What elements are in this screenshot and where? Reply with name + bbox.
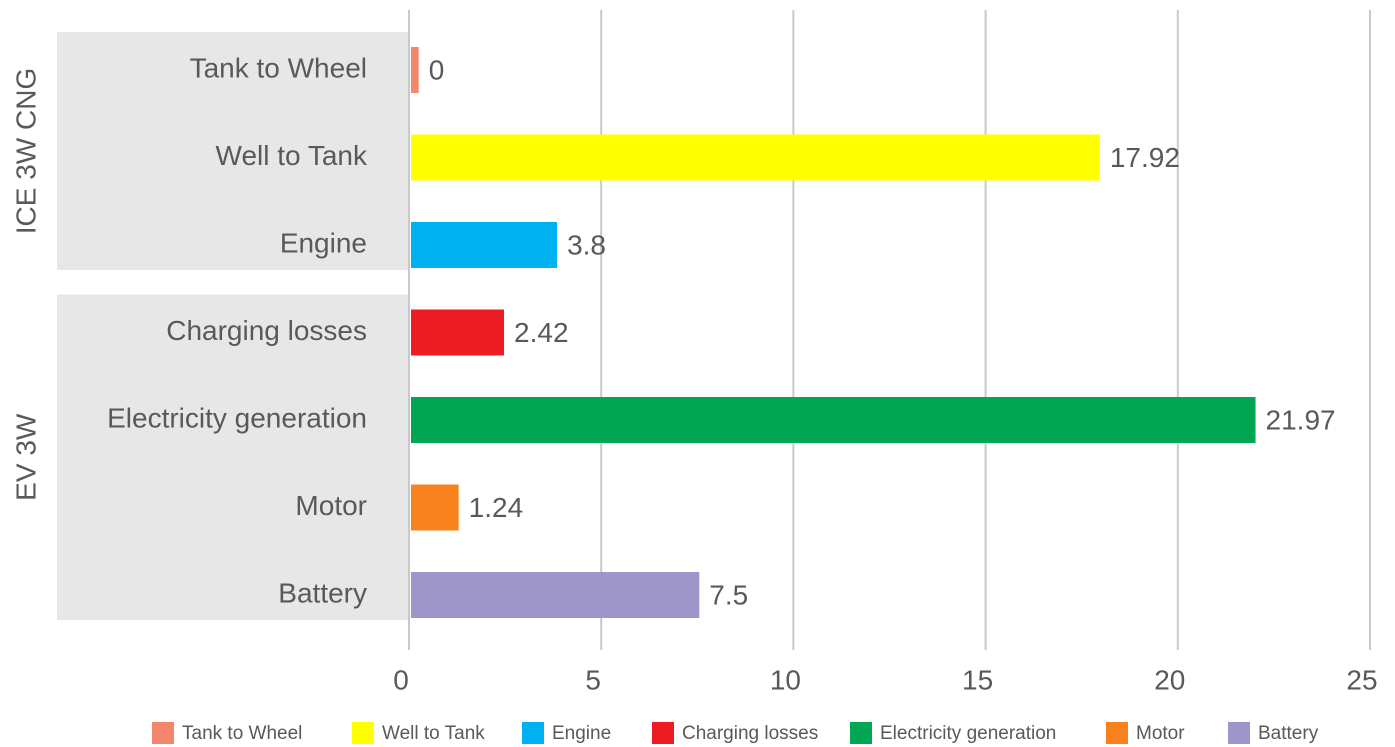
x-tick-label: 0 <box>393 664 409 695</box>
x-tick-label: 10 <box>770 664 801 695</box>
value-label: 1.24 <box>469 492 524 523</box>
legend-swatch <box>522 722 544 744</box>
bar <box>411 222 558 268</box>
bar <box>411 484 459 531</box>
group-label: ICE 3W CNG <box>10 68 41 234</box>
value-label: 7.5 <box>709 579 748 610</box>
legend-label: Electricity generation <box>880 723 1056 744</box>
value-label: 17.92 <box>1110 142 1180 173</box>
legend-swatch <box>152 722 174 744</box>
legend-label: Battery <box>1258 723 1319 744</box>
bar <box>411 397 1256 443</box>
x-tick-label: 20 <box>1154 664 1185 695</box>
category-label: Well to Tank <box>216 140 368 171</box>
bar <box>411 134 1100 181</box>
legend-label: Well to Tank <box>382 723 485 744</box>
group-box <box>57 294 409 620</box>
value-label: 2.42 <box>514 317 569 348</box>
group-box <box>57 32 409 270</box>
legend-swatch <box>1228 722 1250 744</box>
category-label: Battery <box>278 577 367 608</box>
legend-label: Charging losses <box>682 723 818 744</box>
group-label: EV 3W <box>10 413 41 501</box>
value-label: 3.8 <box>567 229 606 260</box>
legend-swatch <box>652 722 674 744</box>
legend-label: Tank to Wheel <box>182 723 302 744</box>
legend-label: Motor <box>1136 723 1185 744</box>
x-tick-label: 25 <box>1346 664 1377 695</box>
category-label: Motor <box>295 490 367 521</box>
value-label: 0 <box>429 54 445 85</box>
bar <box>411 47 419 93</box>
bar <box>411 572 700 618</box>
category-label: Tank to Wheel <box>190 52 367 83</box>
x-tick-label: 5 <box>585 664 601 695</box>
legend-swatch <box>352 722 374 744</box>
category-label: Electricity generation <box>107 402 367 433</box>
value-label: 21.97 <box>1266 404 1336 435</box>
bar <box>411 309 505 356</box>
category-label: Charging losses <box>166 315 367 346</box>
legend-swatch <box>1106 722 1128 744</box>
x-tick-label: 15 <box>962 664 993 695</box>
category-label: Engine <box>280 227 367 258</box>
legend-label: Engine <box>552 723 611 744</box>
legend-swatch <box>850 722 872 744</box>
